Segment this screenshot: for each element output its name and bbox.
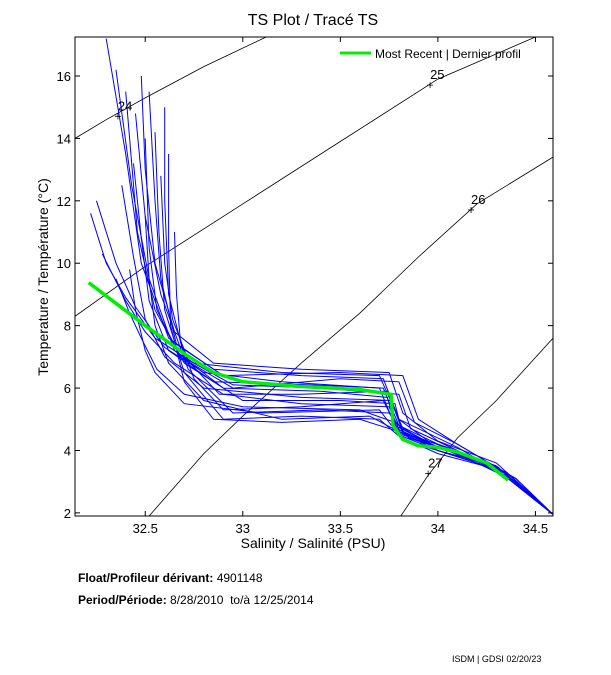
float-info: Float/Profileur dérivant: 4901148 — [78, 571, 263, 585]
period-start: 8/28/2010 — [170, 593, 224, 607]
profile-lines — [90, 38, 553, 515]
profile-line — [148, 91, 553, 515]
density-contours — [75, 37, 553, 516]
y-tick-label: 12 — [57, 194, 71, 209]
x-axis-label: Salinity / Salinité (PSU) — [241, 535, 386, 551]
profile-line — [90, 213, 553, 515]
profile-line — [125, 91, 553, 515]
contour-marker — [468, 206, 475, 213]
profile-line — [105, 38, 553, 515]
chart-title: TS Plot / Tracé TS — [248, 12, 378, 29]
profile-line — [154, 132, 553, 515]
most-recent-line — [87, 281, 510, 482]
legend-label: Most Recent | Dernier profil — [375, 47, 521, 61]
contour-marker — [425, 470, 432, 477]
y-tick-label: 10 — [57, 256, 71, 271]
x-tick-label: 34.5 — [523, 521, 548, 536]
density-contour-27 — [400, 337, 553, 516]
profile-line — [168, 154, 553, 515]
x-tick-label: 34 — [431, 521, 445, 536]
profile-line — [115, 69, 553, 515]
period-sep: to/à — [230, 593, 251, 607]
profile-line — [135, 113, 553, 515]
y-tick-label: 2 — [64, 506, 71, 521]
y-axis-label: Temperature / Température (°C) — [35, 178, 51, 376]
x-tick-label: 32.5 — [133, 521, 158, 536]
contour-marker — [427, 82, 434, 89]
density-contour-26 — [148, 156, 553, 516]
y-tick-label: 14 — [57, 131, 71, 146]
period-end: 12/25/2014 — [253, 593, 314, 607]
density-label-24: 24 — [118, 98, 132, 113]
contour-marker — [114, 113, 121, 120]
y-tick-label: 16 — [57, 69, 71, 84]
legend: Most Recent | Dernier profil — [340, 47, 521, 61]
y-tick-label: 6 — [64, 381, 71, 396]
y-tick-label: 4 — [64, 443, 71, 458]
float-label: Float/Profileur dérivant: — [78, 571, 214, 585]
density-labels: 24 25 26 27 — [114, 67, 486, 477]
most-recent-profile — [87, 281, 510, 482]
density-contour-25 — [75, 37, 536, 317]
y-tick-label: 8 — [64, 319, 71, 334]
density-contour-24 — [75, 37, 267, 139]
period-label: Period/Période: — [78, 593, 167, 607]
plot-frame — [74, 36, 554, 517]
profile-line — [144, 216, 553, 515]
footer-credit: ISDM | GDSI 02/20/23 — [452, 654, 542, 664]
profile-line — [160, 175, 553, 515]
density-label-25: 25 — [430, 67, 444, 82]
density-label-27: 27 — [428, 456, 442, 471]
profile-line — [129, 269, 553, 515]
profile-line — [140, 75, 553, 515]
period-info: Period/Période: 8/28/2010 to/à 12/25/201… — [78, 593, 314, 607]
density-label-26: 26 — [471, 192, 485, 207]
x-tick-label: 33.5 — [328, 521, 353, 536]
profile-line — [164, 107, 553, 515]
x-tick-label: 33 — [236, 521, 250, 536]
float-id: 4901148 — [216, 571, 263, 585]
